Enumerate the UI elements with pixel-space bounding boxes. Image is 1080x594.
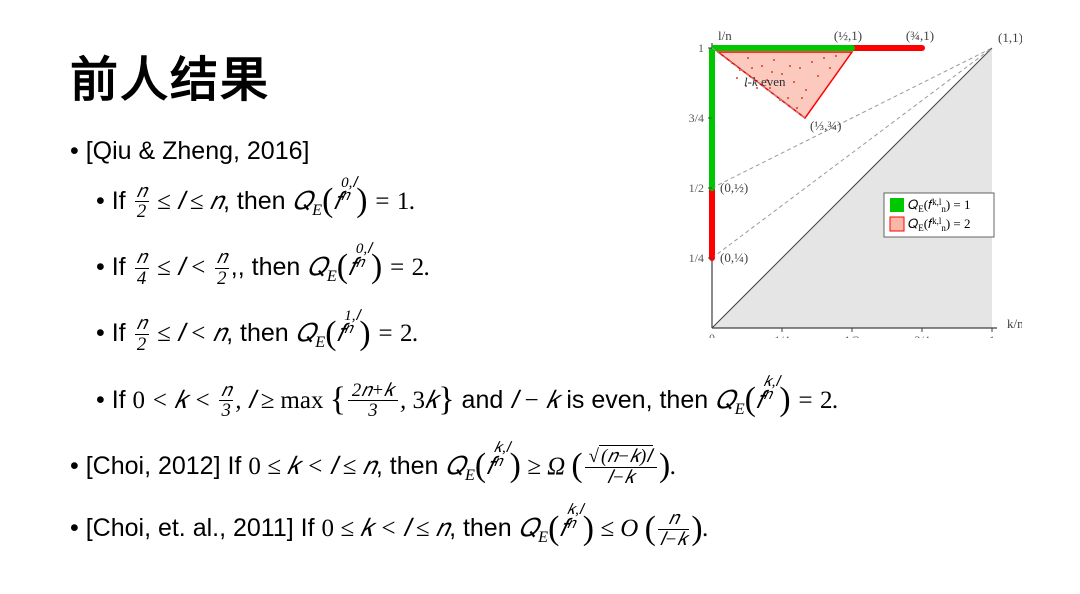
num: 2𝑛+𝑘	[348, 381, 398, 402]
num: 𝑛	[658, 509, 690, 530]
num: 𝑛	[135, 314, 149, 335]
xlabel: k/n	[1007, 316, 1022, 331]
t: If	[112, 319, 133, 347]
ref-choi-2012: [Choi, 2012] If 0 ≤ 𝑘 < 𝑙 ≤ 𝑛, then 𝑄E(𝑓…	[70, 442, 1020, 494]
t: , then	[238, 253, 308, 281]
den: 4	[135, 269, 149, 289]
lbl-13-34: (⅓,¾)	[810, 118, 841, 133]
lbl-1-1: (1,1)	[998, 30, 1022, 45]
ylabel: l/n	[718, 28, 732, 43]
t: then	[230, 187, 293, 215]
lbl-0-12: (0,½)	[720, 180, 748, 195]
den: 2	[215, 269, 229, 289]
pt-34-1	[919, 45, 925, 51]
num: 𝑛	[215, 248, 229, 269]
even-label: l-k even	[744, 74, 786, 89]
svg-text:1/2: 1/2	[689, 181, 704, 195]
svg-text:1: 1	[989, 333, 995, 338]
qz-item-4: If 0 < 𝑘 < 𝑛3, 𝑙 ≥ max {2𝑛+𝑘3, 3𝑘} and 𝑙…	[96, 376, 1020, 428]
region-chart: l-k even (½,1) (¾,1) (1,1) (0,½) (0,¼) (…	[662, 28, 1022, 338]
legend: 𝑄E(𝑓k,ln) = 1 𝑄E(𝑓k,ln) = 2	[884, 193, 994, 237]
chart-svg: l-k even (½,1) (¾,1) (1,1) (0,½) (0,¼) (…	[662, 28, 1022, 338]
num: 𝑛	[135, 248, 149, 269]
ref-text: [Choi, 2012]	[86, 452, 228, 480]
lbl-12-1: (½,1)	[834, 28, 862, 43]
t: If	[112, 386, 133, 414]
t: If	[112, 187, 133, 215]
svg-text:1/4: 1/4	[689, 251, 704, 265]
svg-text:1/2: 1/2	[844, 333, 859, 338]
svg-text:3/4: 3/4	[689, 111, 704, 125]
svg-text:1: 1	[698, 41, 704, 55]
t: then	[233, 319, 296, 347]
ref-text: [Choi, et. al., 2011]	[86, 514, 301, 542]
lbl-34-1: (¾,1)	[906, 28, 934, 43]
den: 2	[135, 335, 149, 355]
ref-choi-2011: [Choi, et. al., 2011] If 0 ≤ 𝑘 < 𝑙 ≤ 𝑛, …	[70, 504, 1020, 556]
pt-half-1	[849, 45, 855, 51]
svg-text:1/4: 1/4	[774, 333, 789, 338]
lbl-0-14: (0,¼)	[720, 250, 748, 265]
den: 3	[219, 401, 233, 421]
svg-text:3/4: 3/4	[914, 333, 929, 338]
ref-text: [Qiu & Zheng, 2016]	[86, 137, 310, 165]
den: 2	[135, 202, 149, 222]
num: 𝑛	[135, 182, 149, 203]
num: 𝑛	[219, 381, 233, 402]
svg-text:0: 0	[709, 331, 715, 338]
t: If	[112, 253, 133, 281]
den: 3	[348, 401, 398, 421]
